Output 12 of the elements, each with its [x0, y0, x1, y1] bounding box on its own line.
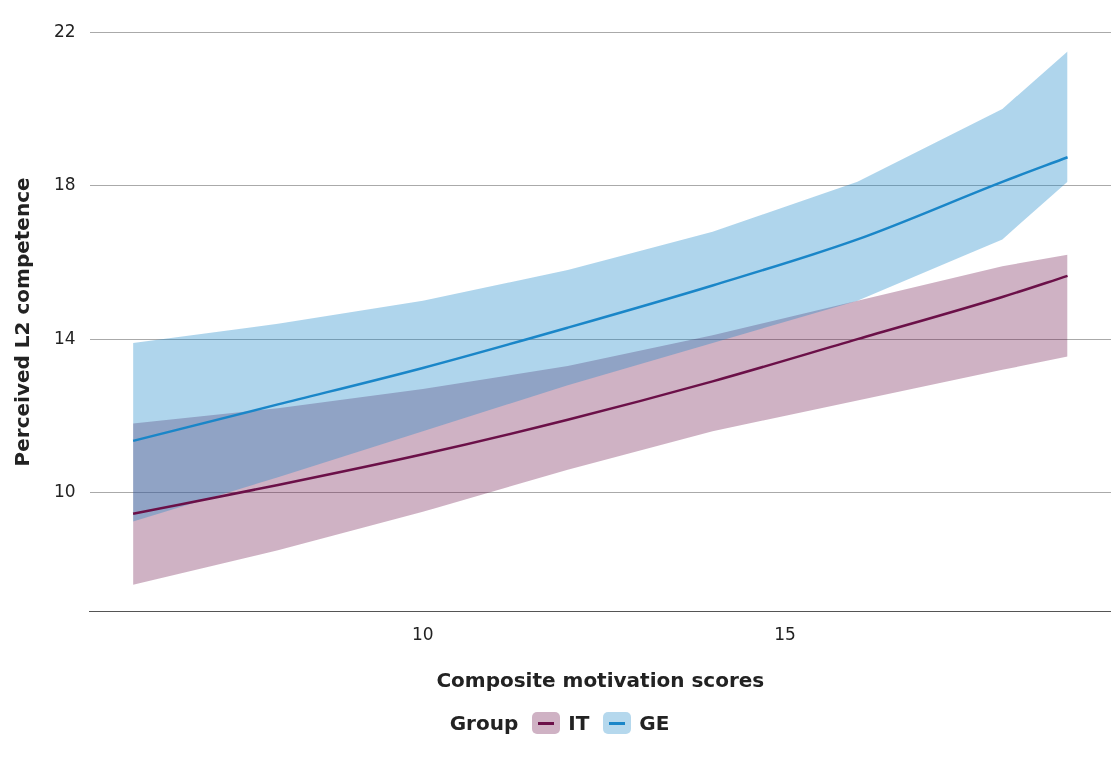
y-tick-label: 18	[53, 174, 76, 195]
legend-title: Group	[449, 711, 519, 735]
legend-label: GE	[639, 711, 670, 735]
y-tick-label: 22	[53, 20, 76, 41]
x-axis-title: Composite motivation scores	[436, 668, 765, 693]
line-series	[131, 156, 1069, 443]
y-tick-label: 10	[53, 481, 76, 502]
line-series	[131, 274, 1069, 515]
y-tick-label: 14	[53, 327, 76, 348]
x-tick-label: 15	[774, 624, 796, 645]
y-axis-title: Perceived L2 competence	[10, 177, 35, 467]
legend-label: IT	[568, 711, 590, 735]
